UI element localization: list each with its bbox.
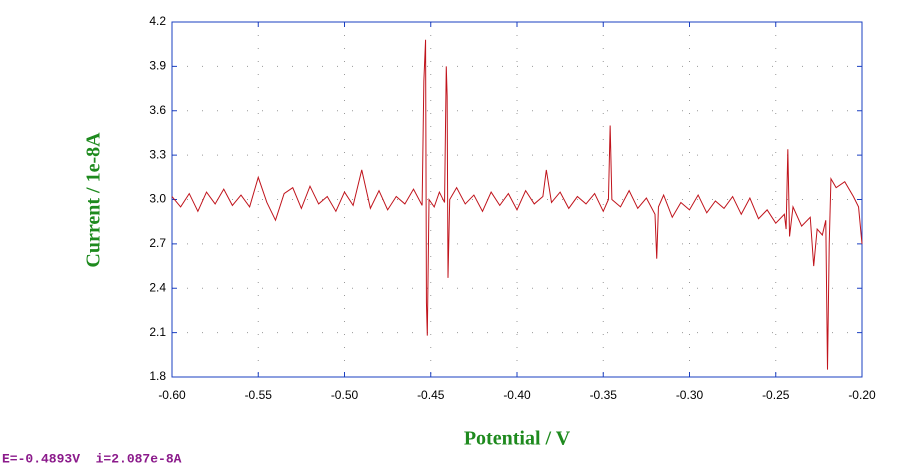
x-tick-label: -0.35 (590, 388, 618, 402)
y-tick-label: 3.9 (149, 59, 166, 73)
y-tick-label: 1.8 (149, 369, 166, 383)
x-tick-label: -0.50 (331, 388, 359, 402)
y-tick-label: 3.3 (149, 147, 166, 161)
y-tick-label: 4.2 (149, 14, 166, 28)
x-tick-label: -0.45 (417, 388, 445, 402)
x-tick-label: -0.55 (245, 388, 273, 402)
x-tick-label: -0.25 (762, 388, 790, 402)
y-tick-label: 3.6 (149, 103, 166, 117)
x-tick-label: -0.30 (676, 388, 704, 402)
plot-frame (171, 21, 863, 378)
x-tick-label: -0.20 (848, 388, 876, 402)
x-axis-label: Potential / V (464, 428, 571, 450)
data-line (171, 39, 863, 370)
y-tick-label: 2.7 (149, 236, 166, 250)
y-tick-label: 2.4 (149, 280, 166, 294)
status-text: E=-0.4893V i=2.087e-8A (2, 451, 182, 464)
x-tick-label: -0.60 (158, 388, 186, 402)
y-axis-label: Current / 1e-8A (83, 132, 105, 268)
y-tick-label: 3.0 (149, 192, 166, 206)
x-tick-label: -0.40 (503, 388, 531, 402)
y-tick-label: 2.1 (149, 325, 166, 339)
